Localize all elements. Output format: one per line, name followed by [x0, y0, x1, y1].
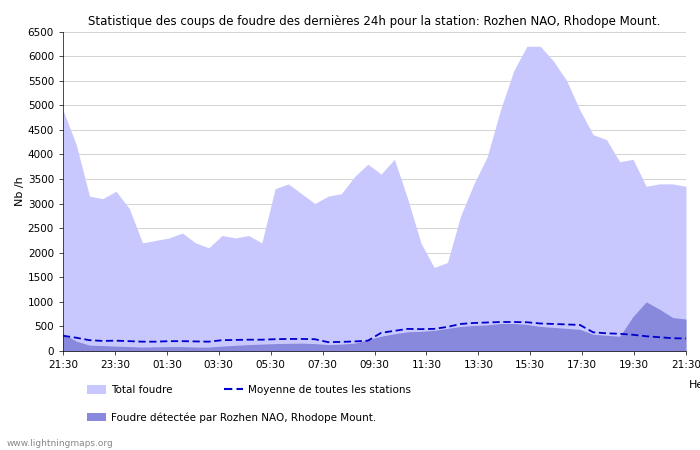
Legend: Foudre détectée par Rozhen NAO, Rhodope Mount.: Foudre détectée par Rozhen NAO, Rhodope … — [87, 412, 376, 423]
Text: Heure: Heure — [689, 380, 700, 390]
Y-axis label: Nb /h: Nb /h — [15, 176, 25, 206]
Text: www.lightningmaps.org: www.lightningmaps.org — [7, 439, 113, 448]
Title: Statistique des coups de foudre des dernières 24h pour la station: Rozhen NAO, R: Statistique des coups de foudre des dern… — [88, 14, 661, 27]
